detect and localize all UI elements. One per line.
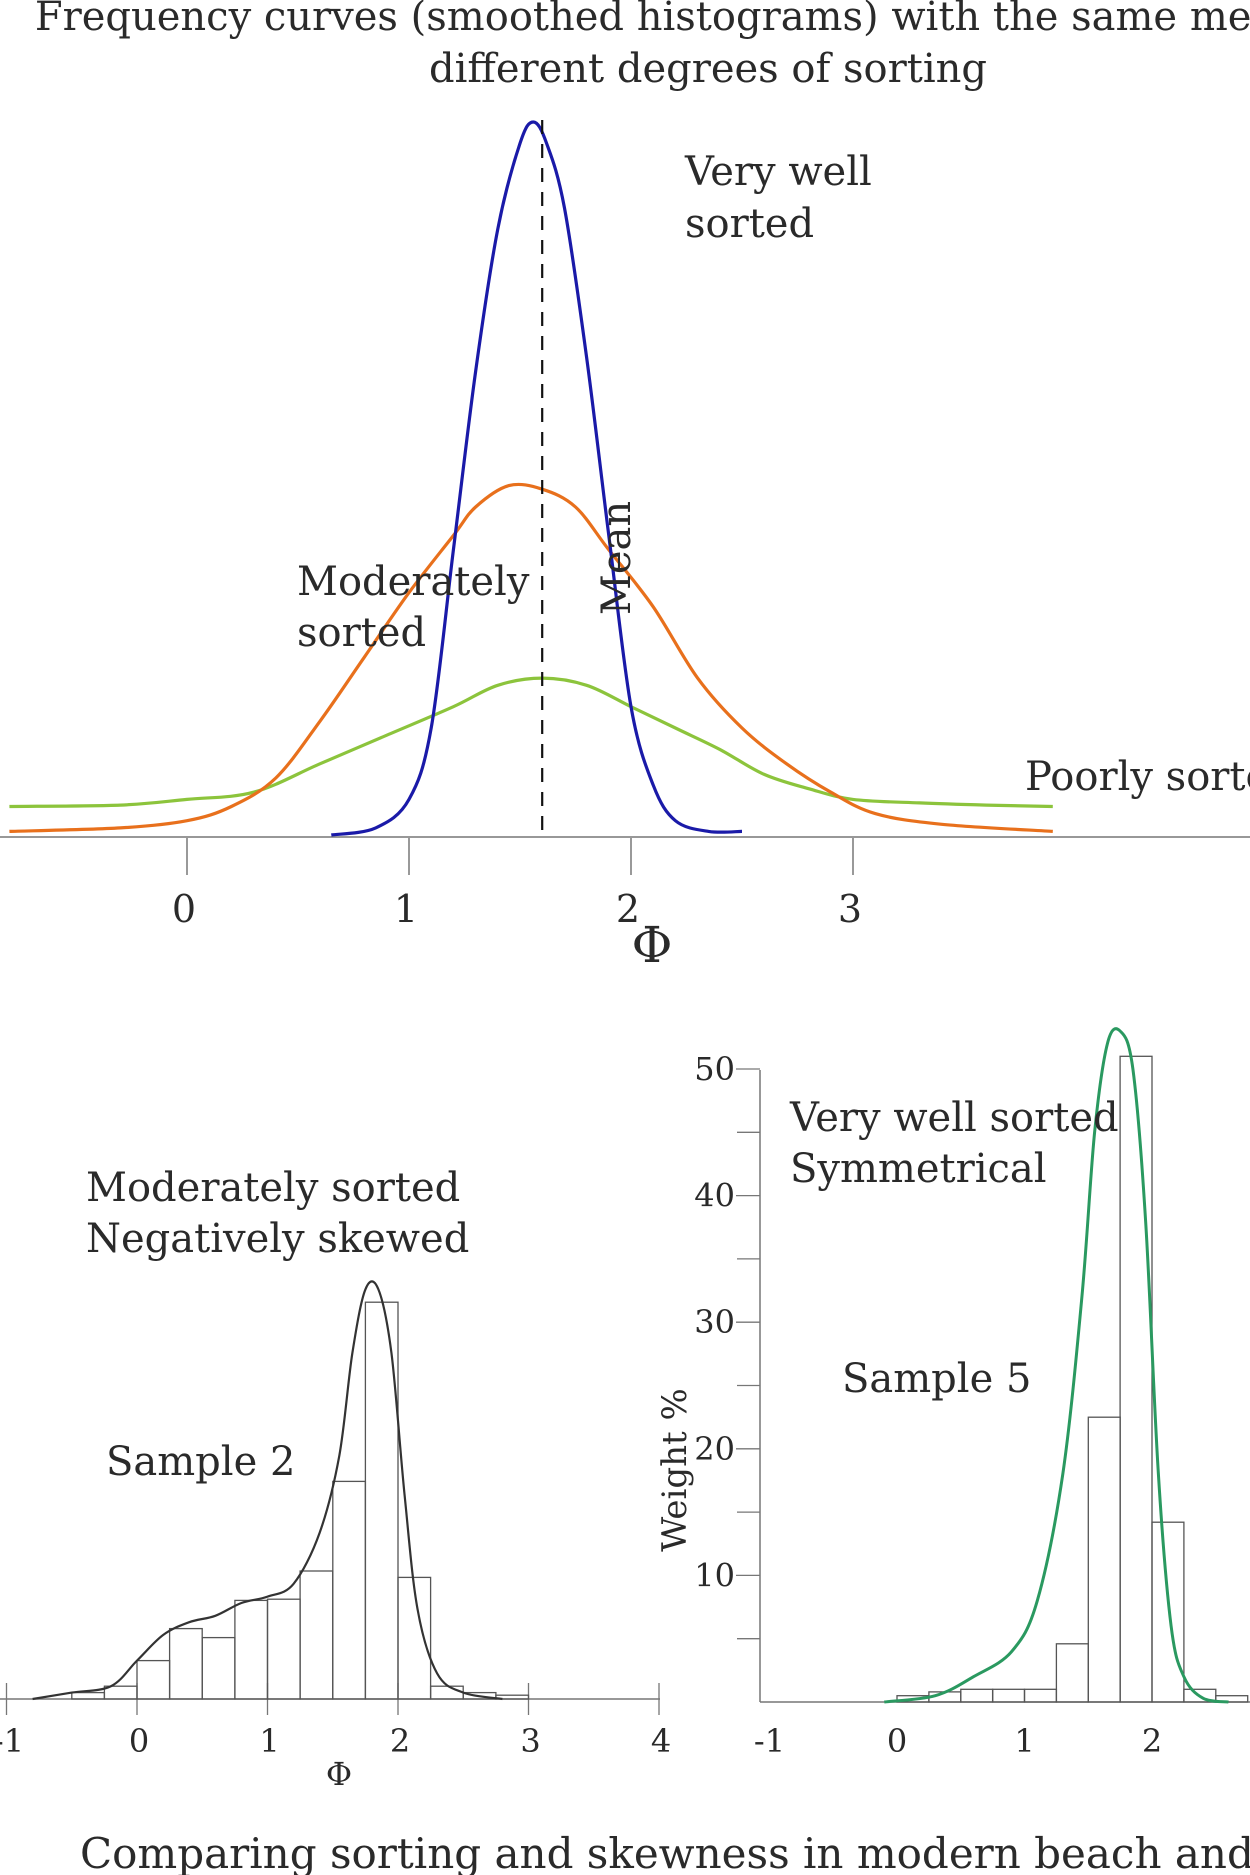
frequency-curves-chart: 0 1 2 3 Mean Very well sorted Moderately so… xyxy=(0,120,1250,974)
chart3-y-tick-label: 30 xyxy=(694,1303,735,1341)
chart3-curve xyxy=(884,1027,1229,1704)
chart1-tick-label: 1 xyxy=(394,887,418,931)
chart1-tick-label: 3 xyxy=(838,887,862,931)
sample-2-bar xyxy=(495,1694,530,1700)
sample-2-bar xyxy=(103,1685,138,1700)
sample-2-bar xyxy=(136,1659,171,1700)
sample-2-smoothed-curve xyxy=(32,1280,503,1701)
sample-5-smoothed-curve xyxy=(884,1027,1229,1704)
chart1-tick-label: 0 xyxy=(172,887,196,931)
sample-5-annotation-line-1: Very well sorted xyxy=(789,1095,1119,1141)
moderately-sorted-label-line-2: sorted xyxy=(297,610,426,656)
chart3-x-tick-label: -1 xyxy=(754,1722,785,1760)
chart3-y-label: Weight % xyxy=(655,1388,695,1552)
sample-5-bar xyxy=(1055,1643,1089,1703)
chart2-tick-label: 1 xyxy=(259,1722,279,1760)
chart3-y-tick-label: 40 xyxy=(694,1177,735,1215)
curve-moderately-sorted xyxy=(9,482,1053,833)
chart2-tick-label: 0 xyxy=(129,1722,149,1760)
chart1-curves xyxy=(9,120,1053,837)
curve-poorly-sorted xyxy=(9,676,1053,809)
sample-2-bar xyxy=(201,1636,236,1700)
sample-5-annotation-line-2: Symmetrical xyxy=(790,1146,1047,1192)
sample-5-bar xyxy=(1119,1055,1153,1703)
sample-2-bar xyxy=(332,1480,367,1700)
sample-2-title: Sample 2 xyxy=(106,1439,295,1485)
chart1-x-ticks: 0 1 2 3 xyxy=(172,838,862,931)
chart3-x-tick-label: 1 xyxy=(1014,1722,1034,1760)
chart3-y-tick-label: 50 xyxy=(694,1050,735,1088)
chart2-tick-label: 3 xyxy=(520,1722,540,1760)
chart3-x-tick-label: 2 xyxy=(1142,1722,1162,1760)
chart1-tick-label: 2 xyxy=(616,887,640,931)
title-line-1: Frequency curves (smoothed histograms) w… xyxy=(35,0,1250,40)
sample-5-bar xyxy=(1087,1416,1121,1703)
moderately-sorted-label-line-1: Moderately xyxy=(297,559,530,605)
sample-5-title: Sample 5 xyxy=(842,1356,1031,1402)
chart2-x-ticks: -1 0 1 2 3 4 xyxy=(0,1683,671,1760)
sample-2-bar xyxy=(168,1627,203,1700)
caption: Comparing sorting and skewness in modern… xyxy=(80,1829,1250,1875)
poorly-sorted-label: Poorly sorted xyxy=(1025,754,1250,800)
chart3-x-ticks: -1 0 1 2 xyxy=(754,1722,1162,1760)
chart3-y-tick-label: 10 xyxy=(694,1556,735,1594)
chart2-bars xyxy=(71,1301,530,1700)
sample-5-chart: 10 20 30 40 50 -1 0 1 2 Weight % Very well sort… xyxy=(655,1027,1250,1760)
sample-2-bar xyxy=(71,1691,106,1700)
chart3-y-ticks: 10 20 30 40 50 xyxy=(694,1050,760,1640)
sample-5-bar xyxy=(960,1688,994,1703)
sample-5-bar xyxy=(1215,1695,1249,1703)
chart2-tick-label: 4 xyxy=(651,1722,671,1760)
chart2-x-label: Φ xyxy=(326,1755,352,1793)
sample-2-annotation-line-2: Negatively skewed xyxy=(86,1216,469,1262)
mean-label: Mean xyxy=(594,501,640,615)
sample-2-bar xyxy=(397,1576,432,1700)
sample-2-bar xyxy=(234,1599,269,1700)
chart2-tick-label: -1 xyxy=(0,1722,24,1760)
curve-very-well-sorted xyxy=(331,120,743,837)
chart2-curve xyxy=(32,1280,503,1701)
very-well-sorted-label-line-1: Very well xyxy=(684,149,872,195)
sample-2-bar xyxy=(299,1570,334,1700)
chart3-y-tick-label: 20 xyxy=(694,1430,735,1468)
title-line-2: different degrees of sorting xyxy=(429,46,987,92)
sample-2-bar xyxy=(266,1598,301,1700)
chart3-x-tick-label: 0 xyxy=(887,1722,907,1760)
sample-2-chart: -1 0 1 2 3 4 Moderately sorted Negatively ske… xyxy=(0,1165,671,1793)
sample-2-bar xyxy=(429,1685,464,1700)
sample-5-bar xyxy=(1151,1521,1185,1703)
chart1-x-label: Φ xyxy=(632,916,673,974)
sample-5-bar xyxy=(1023,1688,1058,1703)
very-well-sorted-label-line-2: sorted xyxy=(685,201,814,247)
chart2-tick-label: 2 xyxy=(390,1722,410,1760)
sample-5-bar xyxy=(991,1688,1026,1703)
sample-2-annotation-line-1: Moderately sorted xyxy=(86,1165,460,1211)
